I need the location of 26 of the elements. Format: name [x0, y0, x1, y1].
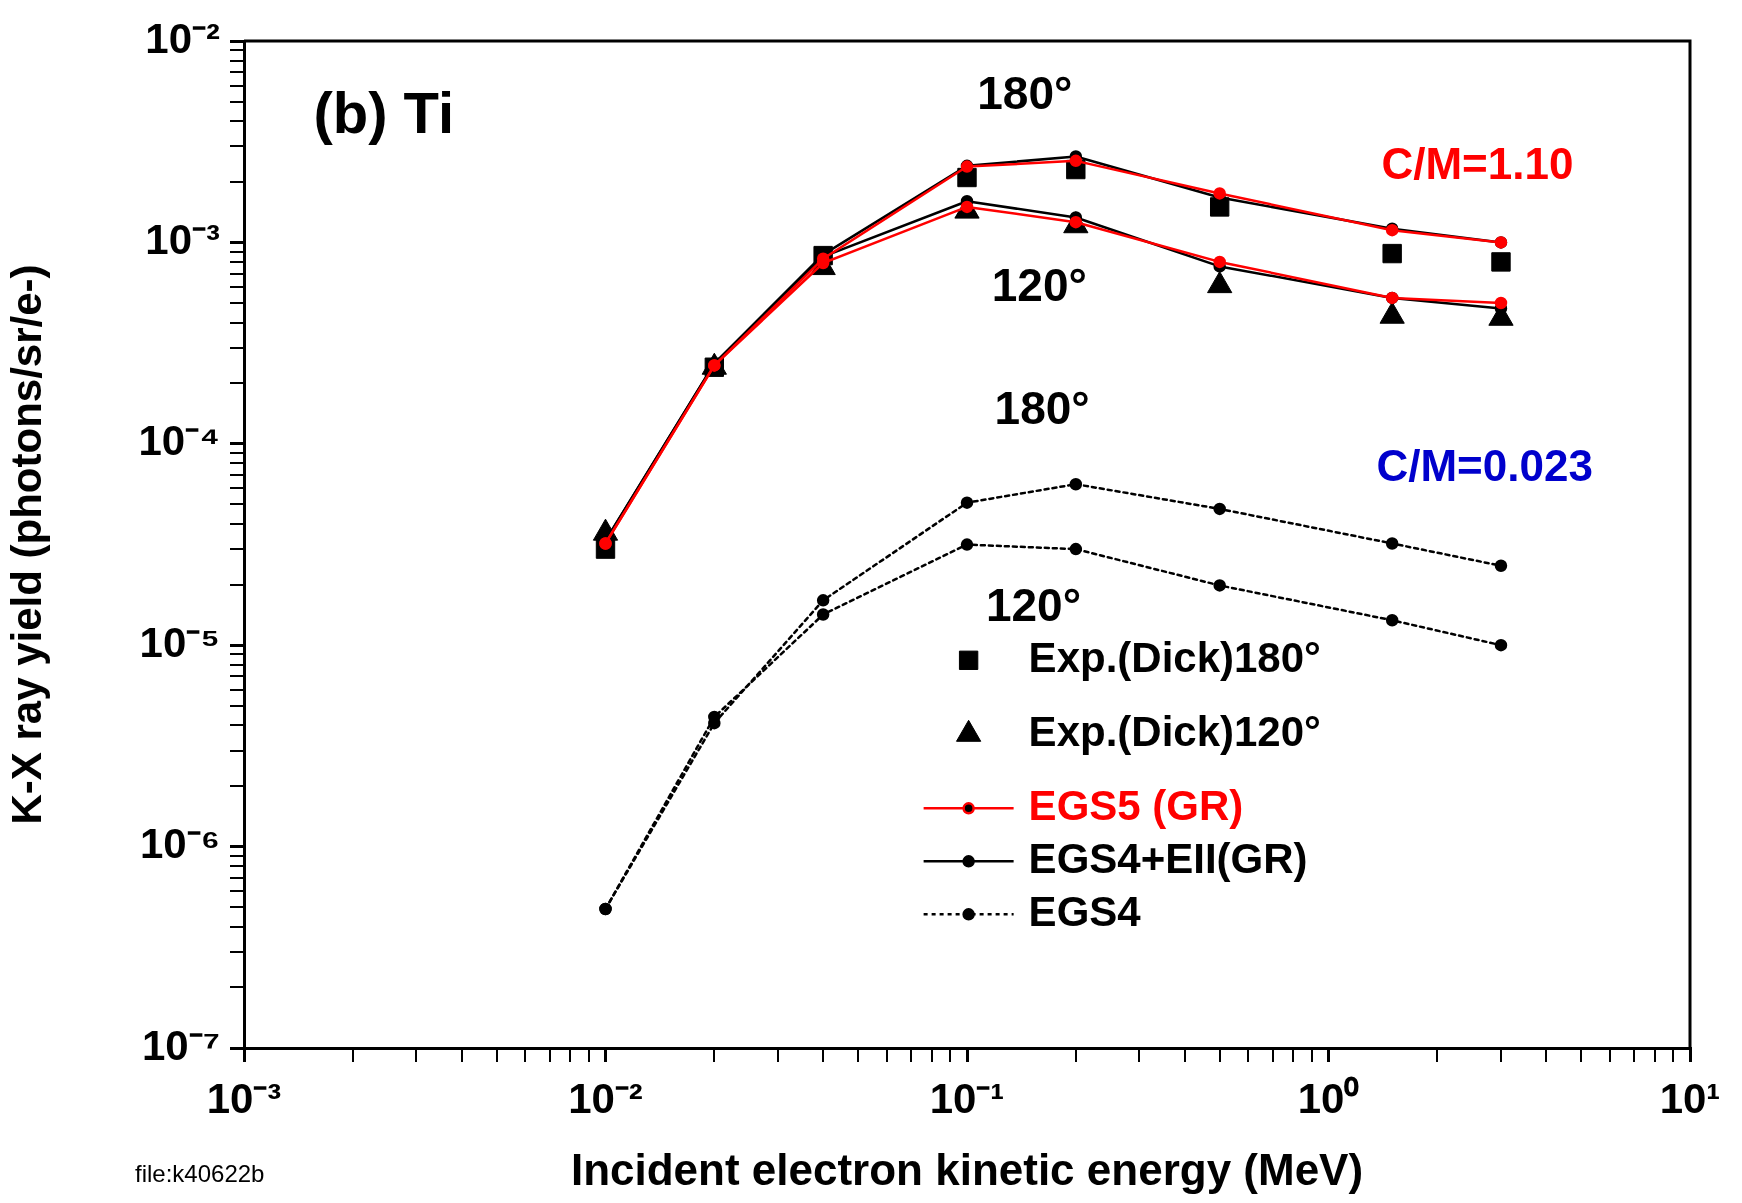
- y-axis-title: K-X ray yield (photons/sr/e-): [2, 264, 50, 825]
- annotation: C/M=0.023: [1376, 441, 1593, 491]
- legend-label: EGS4+EII(GR): [1028, 834, 1308, 882]
- legend-label: Exp.(Dick)180°: [1028, 633, 1321, 681]
- y-tick-label: 10⁻³: [145, 215, 221, 263]
- x-tick-label: 10⁻³: [206, 1074, 282, 1122]
- x-tick-label: 10¹: [1659, 1074, 1721, 1122]
- annotation: 180°: [994, 382, 1090, 435]
- y-tick-label: 10⁻²: [145, 14, 221, 62]
- x-tick-label: 10⁻¹: [929, 1074, 1005, 1122]
- annotation: 180°: [977, 67, 1073, 120]
- annotation: C/M=1.10: [1381, 139, 1574, 189]
- x-tick-label: 10⁰: [1297, 1074, 1360, 1122]
- y-tick-label: 10⁻⁷: [141, 1021, 220, 1069]
- legend-label: EGS5 (GR): [1028, 781, 1244, 829]
- x-axis-title: Incident electron kinetic energy (MeV): [570, 1144, 1364, 1194]
- annotation: 120°: [985, 578, 1082, 631]
- y-tick-label: 10⁻⁶: [139, 820, 220, 868]
- annotation: (b) Ti: [313, 79, 455, 145]
- y-tick-label: 10⁻⁵: [139, 618, 220, 666]
- x-tick-label: 10⁻²: [568, 1074, 643, 1122]
- legend-label: Exp.(Dick)120°: [1028, 707, 1321, 755]
- annotation: 120°: [991, 259, 1087, 312]
- y-tick-label: 10⁻⁴: [138, 417, 220, 465]
- text: file:k40622b: [135, 1159, 265, 1187]
- legend-label: EGS4: [1028, 887, 1142, 935]
